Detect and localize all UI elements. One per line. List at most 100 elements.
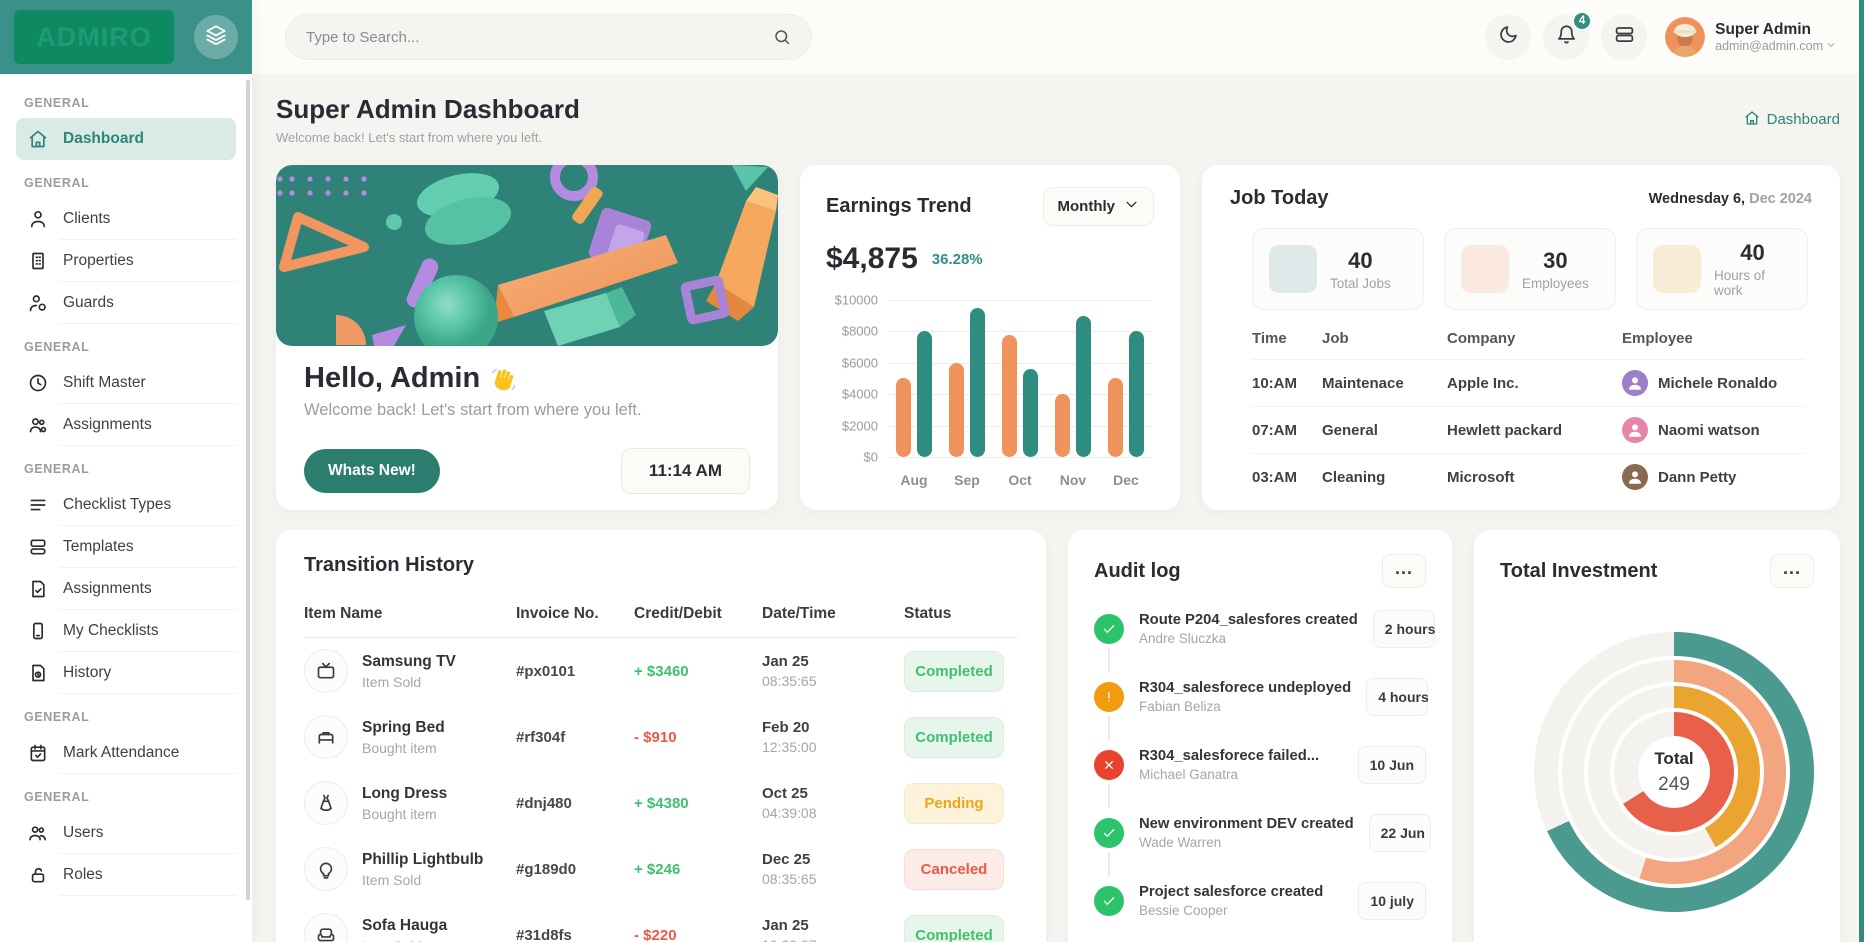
sidebar-item-properties[interactable]: Properties [16,240,236,282]
cards-row-2: Transition History Item Name Invoice No. C… [276,530,1840,942]
job-employee: Dann Petty [1622,464,1804,490]
moon-icon [1498,24,1519,50]
search-input[interactable] [306,28,773,46]
sidebar-item-templates[interactable]: Templates [16,526,236,568]
list-icon [28,495,48,515]
avatar [1665,17,1706,57]
job-stats: 40 Total Jobs 30 Employees 40 Hours of work [1252,228,1812,310]
sidebar-toggle-button[interactable] [194,15,238,59]
check-circle-icon [1094,614,1124,644]
dark-mode-button[interactable] [1485,14,1532,60]
hero-illustration [276,165,778,346]
item-subtitle: Item Sold [362,938,447,942]
dress-icon [304,781,348,825]
gridline [888,457,1152,458]
app-logo[interactable]: ADMIRO [14,10,174,64]
audit-list: Route P204_salesfores created Andre Slucz… [1094,610,1435,920]
sidebar-item-assignments[interactable]: Assignments [16,404,236,446]
stat-color-square [1653,245,1701,293]
user-info: Super Admin admin@admin.com [1715,21,1836,53]
job-time: 10:AM [1252,374,1298,392]
audit-item: R304_salesforece undeployed Fabian Beliza… [1094,678,1429,740]
sidebar-item-roles[interactable]: Roles [16,854,236,896]
sidebar-item-users[interactable]: Users [16,812,236,854]
chart-plot [888,300,1152,458]
sidebar-item-label: Checklist Types [63,496,172,513]
invoice-number: #g189d0 [516,860,577,878]
sidebar-scrollbar[interactable] [246,80,250,900]
current-time[interactable]: 11:14 AM [620,448,750,494]
welcome-body: Hello, Admin Welcome back! Let's start f… [276,346,778,494]
page-subtitle: Welcome back! Let's start from where you… [276,130,542,145]
earnings-chart: $10000 $8000 $6000 $4000 $2000 $0 Aug Sep Oct No… [826,293,1154,509]
sidebar-item-dashboard[interactable]: Dashboard [16,118,236,160]
whats-new-button[interactable]: Whats New! [304,449,440,493]
bar-group [1108,331,1144,457]
audit-actor-name: Wade Warren [1139,835,1222,850]
job-stat-box: 40 Total Jobs [1252,228,1424,310]
stat-value: 40 [1348,247,1373,273]
sidebar-item-label: Clients [63,210,111,227]
layout-button[interactable] [1601,14,1648,60]
excl-circle-icon [1094,682,1124,712]
sidebar-item-label: Roles [63,866,103,883]
sidebar-item-mark-attendance[interactable]: Mark Attendance [16,732,236,774]
breadcrumb[interactable]: Dashboard [1744,110,1840,130]
audit-menu-button[interactable]: ... [1381,554,1426,588]
stat-label: Total Jobs [1330,275,1391,291]
employee-avatar [1622,464,1648,490]
user-menu[interactable]: Super Admin admin@admin.com [1665,17,1836,57]
sidebar-item-shift-master[interactable]: Shift Master [16,362,236,404]
sidebar-item-checklist-types[interactable]: Checklist Types [16,484,236,526]
sidebar-item-history[interactable]: History [16,652,236,694]
layers-icon [205,24,227,51]
job-row: 03:AM Cleaning Microsoft Dann Petty [1252,453,1804,500]
job-company: Microsoft [1447,468,1515,486]
sidebar-nav: GENERAL Dashboard GENERAL Clients Properties… [0,74,252,942]
job-stat-box: 30 Employees [1444,228,1616,310]
sidebar-item-assignments[interactable]: Assignments [16,568,236,610]
page-scrollbar[interactable] [1859,0,1864,942]
job-column-header: Company [1447,330,1516,347]
chevron-down-icon [1826,39,1836,53]
transition-column-header: Status [904,605,952,622]
item-name: Sofa Hauga [362,916,448,934]
notifications-button[interactable]: 4 [1543,11,1593,60]
sidebar-item-clients[interactable]: Clients [16,198,236,240]
employee-avatar [1622,417,1648,443]
user-name: Super Admin [1715,21,1812,38]
doc-check-icon [28,579,48,599]
item-subtitle: Item Sold [362,871,422,888]
chart-bar [1023,369,1038,457]
employee-avatar [1622,370,1648,396]
topbar: 4 Super Admin admin@admin.com [252,0,1864,74]
transition-column-header: Item Name [304,605,383,622]
item-name: Samsung TV [362,652,456,670]
invoice-number: #dnj480 [516,794,572,812]
search-bar[interactable] [285,14,812,60]
stat-value: 40 [1740,240,1765,265]
x-tick-label: Aug [900,472,928,488]
investment-menu-button[interactable]: ... [1769,554,1814,588]
sidebar-item-guards[interactable]: Guards [16,282,236,324]
wave-icon [492,368,516,390]
x-tick-label: Nov [1059,472,1087,488]
sidebar-item-my-checklists[interactable]: My Checklists [16,610,236,652]
x-circle-icon [1094,750,1124,780]
sidebar-item-label: Templates [63,538,134,555]
investment-radial-chart: Total 249 [1534,632,1814,912]
status-badge: Pending [904,782,1004,824]
sidebar-item-label: Guards [63,294,114,311]
total-investment-card: Total Investment ... Total 249 [1474,530,1840,942]
guard-icon [28,293,48,313]
sidebar-section-label: GENERAL [24,462,90,476]
investment-total: 249 [1658,773,1690,795]
gridline [888,362,1152,364]
item-subtitle: Item Sold [362,673,422,690]
period-select[interactable]: Monthly [1042,187,1154,226]
chevron-down-icon [1124,197,1139,216]
sidebar-item-label: Dashboard [63,130,144,147]
search-icon[interactable] [773,28,791,46]
tv-icon [304,649,348,693]
employee-name: Naomi watson [1658,421,1760,439]
